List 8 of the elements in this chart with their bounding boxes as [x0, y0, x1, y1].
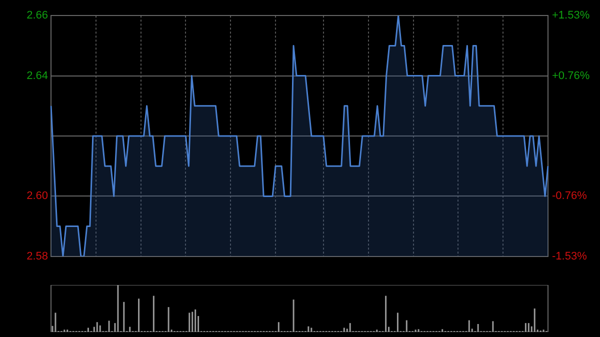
y-tick-label: 2.64	[26, 70, 48, 82]
y2-tick-label: +1.53%	[552, 10, 590, 22]
y2-tick-label: +0.76%	[552, 70, 590, 82]
y2-tick-label: -1.53%	[552, 250, 588, 262]
y-tick-label: 2.66	[26, 10, 48, 22]
y-tick-label: 2.58	[26, 250, 48, 262]
y-tick-label: 2.60	[26, 190, 48, 202]
y2-tick-label: -0.76%	[552, 190, 588, 202]
